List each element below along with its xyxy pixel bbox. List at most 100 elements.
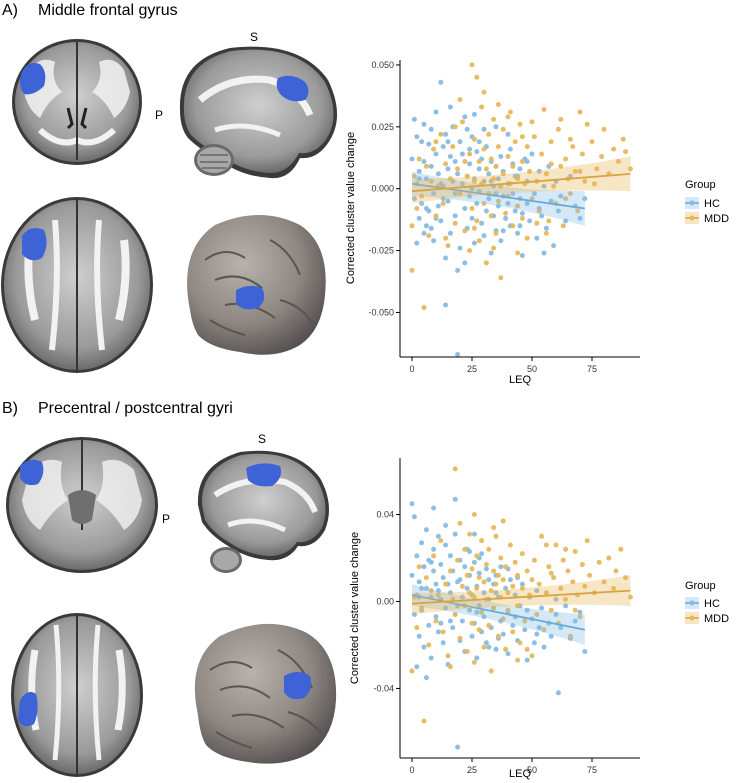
data-point-mdd: [416, 564, 422, 570]
data-point-hc: [555, 690, 561, 696]
data-point-hc: [445, 166, 451, 172]
data-point-mdd: [467, 531, 473, 537]
data-point-mdd: [443, 161, 449, 167]
data-point-mdd: [447, 568, 453, 574]
data-point-hc: [524, 159, 530, 164]
data-point-hc: [435, 203, 441, 209]
data-point-hc: [534, 631, 540, 637]
data-point-hc: [419, 139, 425, 145]
data-point-hc: [555, 208, 561, 214]
x-tick-label: 75: [587, 765, 597, 775]
data-point-mdd: [419, 605, 425, 611]
data-point-hc: [534, 588, 540, 594]
legend-label-hc: HC: [704, 198, 720, 210]
data-point-mdd: [443, 581, 449, 587]
data-point-hc: [500, 631, 506, 637]
data-point-mdd: [548, 570, 554, 576]
data-point-mdd: [563, 196, 569, 202]
confidence-band-mdd: [412, 156, 631, 204]
data-point-mdd: [414, 206, 420, 211]
data-point-mdd: [421, 718, 427, 724]
data-point-mdd: [455, 557, 461, 563]
data-point-hc: [455, 171, 461, 177]
data-point-mdd: [567, 136, 573, 142]
data-point-hc: [433, 109, 439, 115]
panel-a-sagittal-slice: [179, 46, 338, 179]
data-point-mdd: [495, 198, 501, 204]
panel-a-superior-label: S: [250, 30, 259, 44]
data-point-mdd: [512, 559, 518, 565]
data-point-mdd: [560, 223, 566, 229]
data-point-hc: [481, 614, 487, 620]
data-point-hc: [551, 243, 557, 249]
data-point-hc: [443, 542, 449, 548]
data-point-hc: [440, 144, 446, 150]
data-point-hc: [416, 215, 422, 221]
data-point-hc: [416, 168, 422, 174]
panel-a-title-text: Middle frontal gyrus: [38, 2, 178, 19]
data-point-mdd: [447, 176, 453, 182]
data-point-mdd: [491, 176, 497, 182]
data-point-mdd: [553, 542, 559, 548]
data-point-mdd: [462, 546, 468, 552]
data-point-hc: [524, 201, 530, 206]
data-point-mdd: [438, 538, 444, 544]
data-point-mdd: [587, 572, 593, 578]
data-point-hc: [498, 564, 504, 570]
plot-b-points: [409, 466, 633, 750]
data-point-mdd: [539, 151, 545, 157]
data-point-hc: [486, 171, 492, 177]
data-point-hc: [577, 609, 583, 615]
data-point-mdd: [527, 168, 533, 174]
data-point-hc: [539, 213, 545, 219]
data-point-hc: [421, 564, 427, 570]
data-point-mdd: [507, 542, 513, 548]
data-point-mdd: [531, 557, 537, 563]
data-point-mdd: [476, 575, 482, 581]
data-point-mdd: [534, 220, 540, 226]
data-point-mdd: [519, 215, 525, 221]
data-point-hc: [467, 607, 473, 613]
panel-a-posterior-label: P: [155, 108, 164, 122]
legend-label-mdd: MDD: [704, 613, 729, 625]
data-point-hc: [582, 649, 588, 654]
legend-key-point: [689, 600, 695, 606]
data-point-hc: [447, 154, 453, 159]
data-point-mdd: [464, 173, 470, 179]
data-point-mdd: [409, 668, 415, 674]
data-point-mdd: [582, 178, 588, 184]
data-point-hc: [416, 633, 422, 639]
y-tick-label: -0.025: [368, 246, 394, 256]
data-point-mdd: [474, 218, 480, 224]
data-point-mdd: [510, 163, 516, 169]
data-point-mdd: [503, 564, 509, 570]
data-point-hc: [443, 605, 449, 611]
data-point-mdd: [491, 525, 497, 531]
data-point-hc: [493, 590, 499, 596]
data-point-mdd: [491, 116, 497, 122]
data-point-hc: [486, 196, 492, 202]
data-point-mdd: [426, 233, 432, 239]
data-point-mdd: [471, 659, 477, 665]
data-point-hc: [433, 151, 439, 157]
data-point-mdd: [519, 585, 525, 591]
data-point-mdd: [524, 235, 530, 241]
data-point-hc: [467, 146, 473, 152]
x-tick-label: 0: [409, 765, 414, 775]
data-point-mdd: [433, 618, 439, 624]
data-point-mdd: [623, 149, 629, 155]
data-point-hc: [452, 159, 458, 164]
data-point-mdd: [548, 161, 554, 167]
data-point-hc: [428, 559, 434, 565]
data-point-hc: [452, 213, 458, 219]
panel-a-coronal-slice: [12, 39, 142, 165]
plot-a-y-label: Corrected cluster value change: [345, 132, 357, 284]
plot-b-y-label: Corrected cluster value change: [349, 532, 361, 684]
data-point-hc: [462, 564, 468, 570]
data-point-hc: [423, 176, 429, 182]
data-point-mdd: [495, 144, 501, 150]
data-point-hc: [457, 139, 463, 145]
data-point-mdd: [498, 275, 504, 281]
data-point-hc: [421, 121, 427, 127]
data-point-hc: [483, 566, 489, 572]
